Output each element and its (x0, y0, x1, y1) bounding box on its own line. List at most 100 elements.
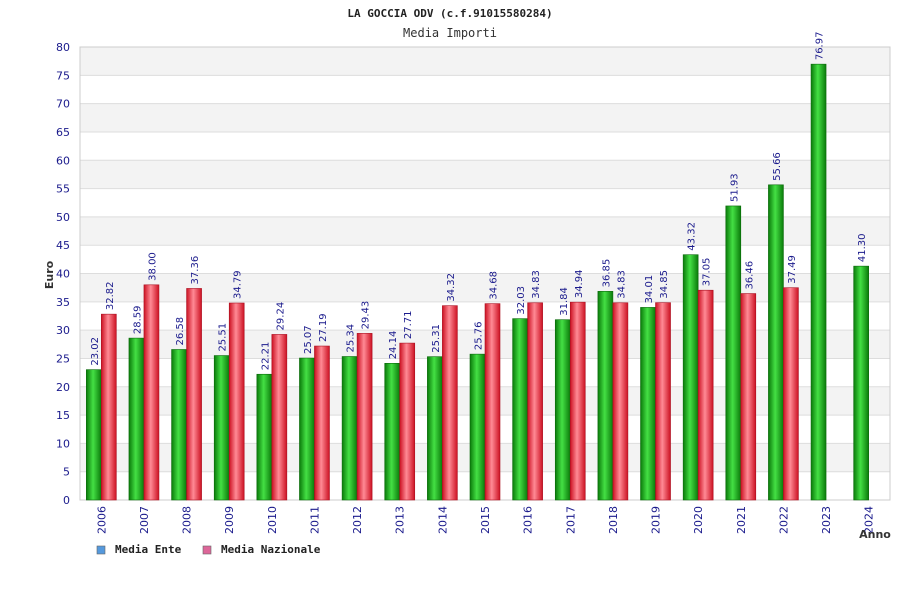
bar-media-nazionale (527, 302, 543, 501)
grid-band (80, 245, 890, 274)
y-axis-ticks: 0 5 10 15 20 25 30 35 40 45 50 55 60 65 70 75 80 (56, 41, 70, 507)
bar-media-ente (640, 307, 656, 501)
bar-media-ente (384, 363, 401, 501)
chart-subtitle: Media Importi (403, 26, 497, 40)
y-tick-label: 5 (63, 466, 70, 479)
x-tick-label: 2022 (777, 506, 790, 534)
bar-media-ente (469, 353, 486, 501)
data-label: 34.94 (574, 270, 585, 299)
bar-media-nazionale (783, 287, 799, 501)
x-tick-label: 2012 (351, 506, 364, 534)
bar-media-ente (213, 355, 230, 501)
grid-band (80, 47, 890, 76)
data-label: 25.51 (218, 323, 229, 352)
bar-media-ente (299, 357, 315, 501)
data-label: 37.49 (787, 255, 798, 284)
data-label: 34.01 (644, 275, 655, 304)
x-tick-label: 2024 (863, 506, 876, 534)
data-labels: 23.02 28.59 26.58 25.51 22.21 25.07 25.34 24.14… (90, 32, 868, 371)
grid-band (80, 103, 890, 132)
bar-media-ente (597, 291, 614, 501)
legend: Media Ente Media Nazionale (96, 543, 321, 556)
grid-band (80, 131, 890, 161)
x-tick-label: 2016 (522, 506, 535, 534)
data-label: 27.71 (403, 310, 414, 339)
y-tick-label: 55 (56, 183, 70, 196)
grid-band (80, 160, 890, 189)
bar-media-nazionale (356, 333, 373, 501)
data-label: 36.85 (601, 259, 612, 288)
data-label: 43.32 (687, 222, 698, 251)
bar-media-ente (512, 318, 528, 501)
data-label: 26.58 (175, 317, 186, 346)
chart-title: LA GOCCIA ODV (c.f.91015580284) (347, 7, 552, 20)
data-label: 76.97 (815, 32, 826, 61)
x-tick-label: 2014 (436, 506, 449, 534)
data-label: 34.68 (489, 271, 500, 300)
y-tick-label: 25 (56, 352, 70, 365)
x-tick-label: 2011 (308, 506, 321, 534)
y-tick-label: 10 (56, 437, 70, 450)
x-tick-label: 2015 (479, 506, 492, 534)
data-label: 22.21 (260, 342, 271, 371)
data-label: 25.34 (346, 324, 357, 353)
legend-swatch (96, 545, 106, 555)
data-label: 25.76 (474, 321, 485, 350)
y-tick-label: 15 (56, 409, 70, 422)
data-label: 25.31 (431, 324, 442, 353)
bar-media-nazionale (271, 334, 288, 501)
data-label: 25.07 (303, 325, 314, 354)
x-tick-label: 2010 (266, 506, 279, 534)
x-tick-label: 2013 (394, 506, 407, 534)
y-tick-label: 65 (56, 126, 70, 139)
y-tick-label: 35 (56, 296, 70, 309)
x-axis-label: Anno (859, 528, 891, 541)
data-label: 32.03 (516, 286, 527, 315)
bar-media-ente (171, 349, 187, 501)
x-tick-label: 2023 (820, 506, 833, 534)
data-label: 23.02 (90, 337, 101, 366)
y-tick-label: 20 (56, 381, 70, 394)
y-tick-label: 40 (56, 268, 70, 281)
bar-media-ente (682, 254, 699, 501)
y-tick-label: 50 (56, 211, 70, 224)
y-tick-label: 60 (56, 154, 70, 167)
bar-media-ente (427, 356, 443, 501)
bar-media-nazionale (143, 284, 160, 501)
data-label: 28.59 (132, 305, 143, 334)
bar-media-nazionale (314, 345, 330, 501)
data-label: 24.14 (388, 331, 399, 360)
data-label: 29.43 (361, 301, 372, 330)
x-tick-label: 2020 (692, 506, 705, 534)
bar-media-nazionale (442, 305, 458, 501)
legend-label: Media Nazionale (221, 543, 321, 556)
x-tick-label: 2009 (223, 506, 236, 534)
bar-media-nazionale (697, 289, 714, 501)
legend-label: Media Ente (115, 543, 182, 556)
x-tick-label: 2008 (181, 506, 194, 534)
x-axis-ticks: 2006 2007 2008 2009 2010 2011 2012 2013 2014 2015… (95, 506, 875, 534)
data-label: 34.83 (531, 270, 542, 299)
data-label: 37.05 (702, 258, 713, 287)
x-tick-label: 2018 (607, 506, 620, 534)
data-label: 29.24 (275, 302, 286, 331)
data-label: 51.93 (729, 173, 740, 202)
data-label: 34.85 (659, 270, 670, 299)
y-axis-label: Euro (43, 260, 56, 289)
x-tick-label: 2017 (564, 506, 577, 534)
data-label: 55.66 (772, 152, 783, 181)
bar-media-nazionale (101, 313, 117, 501)
bar-media-ente (853, 265, 869, 501)
bar-media-ente (256, 373, 273, 501)
bar-media-nazionale (569, 301, 586, 501)
bar-media-nazionale (186, 288, 202, 501)
bar-media-ente (128, 337, 145, 501)
x-tick-label: 2006 (95, 506, 108, 534)
bars (86, 63, 869, 501)
data-label: 34.32 (446, 273, 457, 302)
bar-media-ente (86, 369, 102, 501)
x-tick-label: 2021 (735, 506, 748, 534)
grid-band (80, 75, 890, 104)
bar-media-ente (554, 319, 571, 501)
bar-media-ente (341, 356, 358, 501)
